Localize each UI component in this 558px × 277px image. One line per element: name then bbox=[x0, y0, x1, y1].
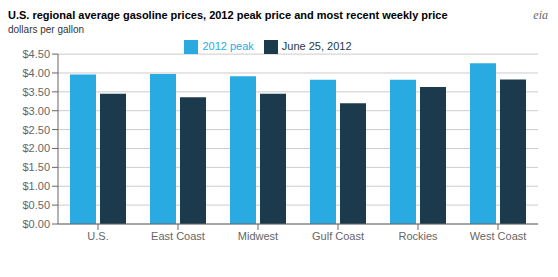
svg-text:U.S.: U.S. bbox=[87, 230, 108, 242]
svg-text:$3.50: $3.50 bbox=[22, 86, 50, 98]
svg-text:$3.00: $3.00 bbox=[22, 105, 50, 117]
svg-text:East Coast: East Coast bbox=[151, 230, 205, 242]
html-text:June 25, 2012: June 25, 2012 bbox=[281, 40, 352, 52]
svg-text:$4.50: $4.50 bbox=[22, 48, 50, 60]
svg-text:$2.50: $2.50 bbox=[22, 124, 50, 136]
svg-text:$0.00: $0.00 bbox=[22, 218, 50, 230]
svg-text:West Coast: West Coast bbox=[470, 230, 527, 242]
svg-text:$0.50: $0.50 bbox=[22, 199, 50, 211]
svg-text:$4.00: $4.00 bbox=[22, 67, 50, 79]
svg-text:$1.50: $1.50 bbox=[22, 161, 50, 173]
html-text:eia: eia bbox=[533, 8, 548, 22]
svg-text:$2.00: $2.00 bbox=[22, 142, 50, 154]
html-text:dollars per gallon: dollars per gallon bbox=[8, 24, 85, 35]
html-text:U.S. regional average gasoline: U.S. regional average gasoline prices, 2… bbox=[8, 9, 448, 21]
html-text:2012 peak: 2012 peak bbox=[202, 40, 254, 52]
svg-text:$1.00: $1.00 bbox=[22, 180, 50, 192]
svg-text:Gulf Coast: Gulf Coast bbox=[312, 230, 364, 242]
svg-text:Rockies: Rockies bbox=[398, 230, 438, 242]
svg-text:Midwest: Midwest bbox=[238, 230, 278, 242]
